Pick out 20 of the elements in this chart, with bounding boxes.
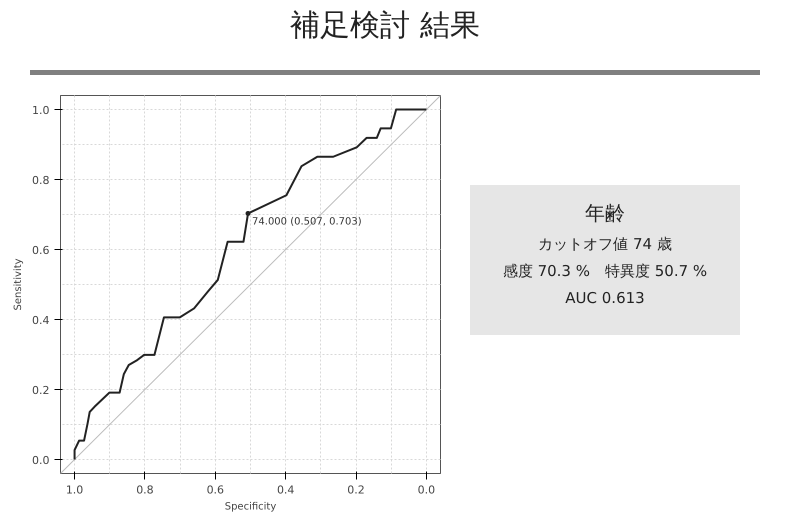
x-tick-label: 0.0	[418, 484, 436, 496]
text: カットオフ値 74 歳	[537, 234, 673, 255]
y-axis-title: Sensitivity	[13, 258, 24, 311]
x-axis-title: Specificity	[224, 502, 276, 512]
x-tick-label: 0.6	[206, 484, 224, 496]
chart-title: 補足検討 結果	[290, 7, 480, 45]
y-tick-label: 0.8	[32, 174, 50, 187]
y-tick-label: 0.6	[32, 244, 50, 257]
text: 感度 70.3 % 特異度 50.7 %	[502, 260, 708, 282]
y-tick-label: 0.2	[32, 384, 50, 397]
x-tick-label: 0.8	[136, 484, 154, 496]
text: AUC 0.613	[564, 288, 646, 310]
annotation: 74.000 (0.507, 0.703)	[252, 216, 362, 228]
y-tick-label: 0.0	[32, 454, 50, 467]
text: 年齢	[584, 200, 626, 227]
x-tick-label: 0.2	[347, 484, 365, 496]
x-tick-label: 0.4	[276, 484, 294, 496]
y-tick-label: 1.0	[32, 104, 50, 117]
y-tick-label: 0.4	[32, 314, 50, 327]
x-tick-label: 1.0	[66, 484, 84, 496]
